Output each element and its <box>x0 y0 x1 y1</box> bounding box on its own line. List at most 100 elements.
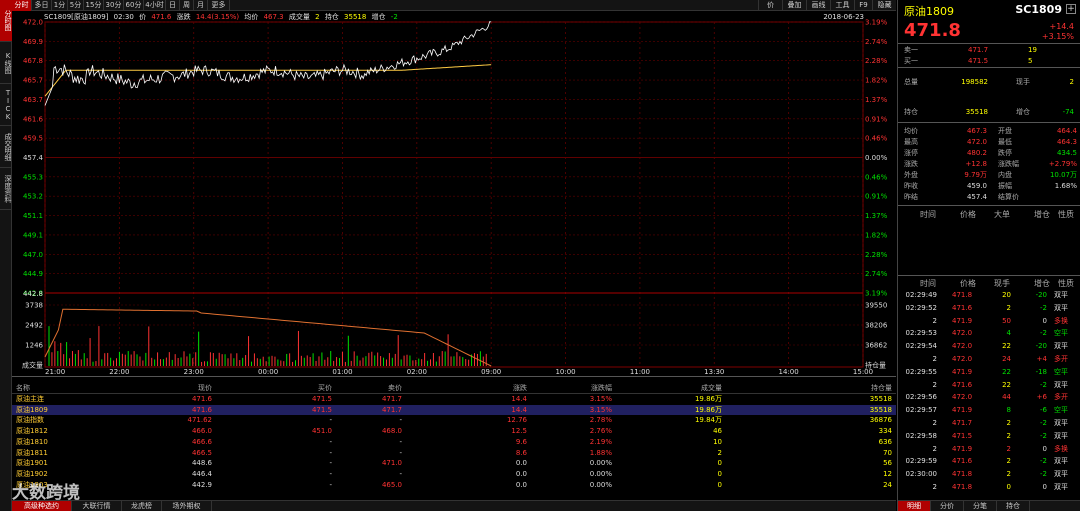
trade-header-cell: 性质 <box>1058 279 1074 288</box>
trade-oichg: -2 <box>1040 303 1047 312</box>
right-tab-1[interactable]: 分价 <box>931 501 964 511</box>
vol-tick-label: 3738 <box>25 302 43 310</box>
trade-nature: 空平 <box>1054 406 1068 415</box>
side-tab-0[interactable]: 分时图 <box>0 0 12 42</box>
table-row[interactable]: 原油指数 471.62 - - 12.76 2.78% 19.84万 36876 <box>12 415 896 426</box>
intraday-chart[interactable]: 472.0 3.19% 469.9 2.74% 467.8 2.28% 465.7 1.82%… <box>12 11 896 377</box>
side-tab-1[interactable]: K线图 <box>0 42 12 84</box>
table-row[interactable]: 原油1901 448.6 - 471.0 0.0 0.00% 0 56 <box>12 458 896 469</box>
table-row[interactable]: 原油1809 471.6 471.5 471.7 14.4 3.15% 19.86万 3551… <box>12 404 896 416</box>
period-tab-11[interactable]: 更多 <box>208 0 230 11</box>
total-row: 总量 198582 现手 2 <box>898 77 1080 87</box>
tool-tab-4[interactable]: F9 <box>854 0 872 11</box>
table-row[interactable]: 原油1811 466.5 - - 8.6 1.88% 2 70 <box>12 448 896 459</box>
trade-nature: 多开 <box>1054 355 1068 363</box>
period-tab-10[interactable]: 月 <box>194 0 208 11</box>
avg-label: 均价 <box>244 13 259 21</box>
table-row[interactable]: 原油1810 466.6 - - 9.6 2.19% 10 636 <box>12 437 896 448</box>
table-cell: 原油1901 <box>16 459 48 468</box>
period-tab-2[interactable]: 1分 <box>52 0 68 11</box>
volume-bars <box>48 326 487 366</box>
period-tab-8[interactable]: 日 <box>166 0 180 11</box>
tool-tab-1[interactable]: 叠加 <box>782 0 806 11</box>
table-header-cell[interactable]: 持仓量 <box>871 384 892 392</box>
right-tab-0[interactable]: 明细 <box>898 501 931 511</box>
period-tab-3[interactable]: 5分 <box>68 0 84 11</box>
side-tab-4[interactable]: 深度资料 <box>0 168 12 210</box>
table-cell: 原油1812 <box>16 427 48 436</box>
period-tab-1[interactable]: 多日 <box>32 0 52 11</box>
table-header-cell[interactable]: 涨跌 <box>513 384 527 392</box>
add-icon[interactable]: + <box>1066 4 1076 14</box>
table-cell: 636 <box>878 437 892 446</box>
now-label: 现手 <box>1016 78 1030 86</box>
info-avg: 467.3 <box>263 13 284 21</box>
trade-oichg: -6 <box>1040 406 1047 415</box>
right-tab-2[interactable]: 分笔 <box>964 501 997 511</box>
tool-tab-5[interactable]: 隐藏 <box>872 0 896 11</box>
bottom-tab-2[interactable]: 龙虎榜 <box>122 501 162 511</box>
avg-price-line <box>44 64 492 97</box>
stat-label: 最高 <box>904 138 918 146</box>
price-tick-label: 472.0 <box>23 19 43 27</box>
oi-value-right: 35518 <box>965 108 988 116</box>
table-cell: 471.7 <box>381 395 402 403</box>
sell1-row: 卖一 471.7 19 <box>898 45 1080 55</box>
trade-price: 471.6 <box>952 303 973 312</box>
table-cell: 471.5 <box>311 405 332 414</box>
table-row[interactable]: 原油1902 446.4 - - 0.0 0.00% 0 12 <box>12 469 896 480</box>
price-tick-label: 463.7 <box>23 96 43 104</box>
table-header-cell[interactable]: 卖价 <box>388 384 402 392</box>
price-tick-label: 469.9 <box>23 38 43 46</box>
table-header-cell[interactable]: 现价 <box>198 384 212 392</box>
side-tab-3[interactable]: 成交明细 <box>0 126 12 168</box>
table-row[interactable]: 原油1812 466.0 451.0 468.0 12.5 2.76% 46 334 <box>12 426 896 437</box>
bottom-tab-1[interactable]: 大联行情 <box>72 501 122 511</box>
table-header-cell[interactable]: 买价 <box>318 384 332 392</box>
trade-time: 02:29:59 <box>905 457 937 466</box>
table-row[interactable]: 原油1903 442.9 - 465.0 0.0 0.00% 0 24 <box>12 480 896 491</box>
now-value: 2 <box>1069 78 1074 86</box>
table-header-cell[interactable]: 涨跌幅 <box>591 384 612 392</box>
table-header-cell[interactable]: 成交量 <box>701 384 722 392</box>
period-tab-9[interactable]: 周 <box>180 0 194 11</box>
trade-row: 2 471.9 50 0 多换 <box>898 316 1080 326</box>
trade-nature: 多开 <box>1054 393 1068 402</box>
buy1-price: 471.5 <box>968 57 989 65</box>
table-cell: 442.9 <box>191 480 212 489</box>
tool-tab-2[interactable]: 画线 <box>806 0 830 11</box>
time-tick-label: 23:00 <box>184 368 204 376</box>
bottom-tab-0[interactable]: 高级种选约 <box>12 501 72 511</box>
right-tab-3[interactable]: 持仓 <box>997 501 1030 511</box>
table-cell: 35518 <box>869 395 892 403</box>
stat-label: 涨停 <box>904 149 918 157</box>
bottom-tab-3[interactable]: 场外期权 <box>162 501 212 511</box>
period-tab-4[interactable]: 15分 <box>84 0 104 11</box>
oi-row: 持仓 35518 增仓 -74 <box>898 107 1080 117</box>
time-tick-label: 09:00 <box>481 368 501 376</box>
side-tab-2[interactable]: TICK <box>0 84 12 126</box>
period-tab-7[interactable]: 4小时 <box>144 0 166 11</box>
table-cell: 原油指数 <box>16 416 44 425</box>
trade-row: 02:29:59 471.6 2 -2 双平 <box>898 456 1080 466</box>
period-tab-6[interactable]: 60分 <box>124 0 144 11</box>
table-cell: - <box>399 448 402 457</box>
table-cell: 471.5 <box>311 395 332 403</box>
trade-row: 02:30:00 471.8 2 -2 双平 <box>898 469 1080 479</box>
trade-nature: 双平 <box>1054 419 1068 427</box>
tool-tab-0[interactable]: 价 <box>758 0 782 11</box>
table-header-cell[interactable]: 名称 <box>16 384 30 392</box>
period-tab-0[interactable]: 分时 <box>12 0 32 11</box>
price-tick-label: 467.8 <box>23 57 43 65</box>
tool-tab-3[interactable]: 工具 <box>830 0 854 11</box>
right-quote-panel: 原油1809 SC1809 + 471.8 +14.4 +3.15% 卖一 47… <box>897 0 1080 511</box>
table-row[interactable]: 原油主连 471.6 471.5 471.7 14.4 3.15% 19.86万 35518 <box>12 394 896 405</box>
side-tab-bar: 分时图 K线图 TICK 成交明细 深度资料 <box>0 0 12 511</box>
table-cell: 465.0 <box>381 480 402 489</box>
time-tick-label: 21:00 <box>45 368 65 376</box>
table-cell: 468.0 <box>381 427 402 436</box>
time-tick-label: 14:00 <box>779 368 799 376</box>
price-line <box>44 21 492 106</box>
period-tab-5[interactable]: 30分 <box>104 0 124 11</box>
trade-row: 02:29:56 472.0 44 +6 多开 <box>898 392 1080 402</box>
